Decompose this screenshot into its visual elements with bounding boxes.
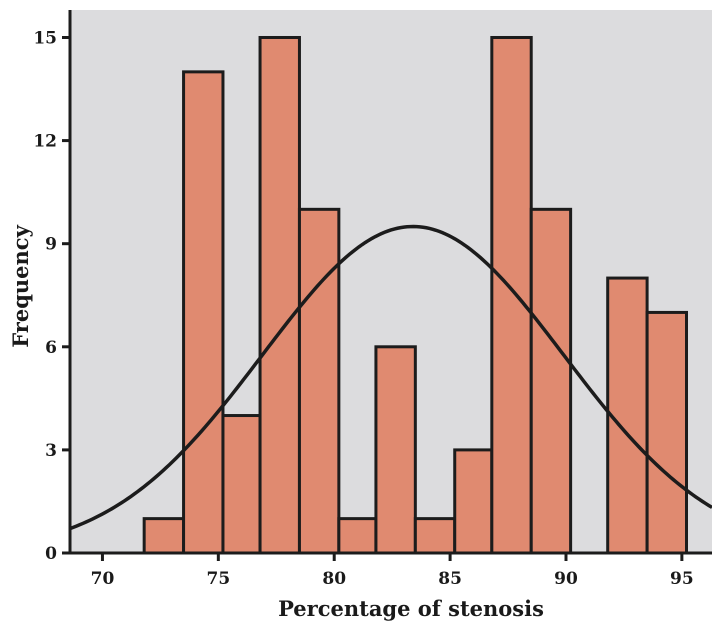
y-tick-label: 0	[45, 544, 57, 564]
x-tick-label: 95	[670, 569, 694, 589]
y-tick-label: 6	[45, 338, 57, 358]
x-tick-label: 75	[206, 569, 230, 589]
histogram-bar-11	[529, 207, 573, 555]
bars-group	[142, 35, 689, 555]
histogram-bar-14	[645, 310, 689, 555]
x-axis-ticks: 70 75 80 85 90 95	[91, 553, 694, 589]
y-tick-label: 12	[33, 132, 57, 152]
histogram-bar-8	[413, 517, 457, 555]
histogram-bar-7	[374, 345, 417, 555]
y-tick-label: 3	[45, 441, 57, 461]
normal-curve	[69, 224, 712, 531]
histogram-bar-2	[182, 70, 225, 555]
histogram-bar-4	[258, 35, 301, 555]
x-tick-label: 70	[91, 569, 115, 589]
histogram-bar-3	[221, 414, 262, 555]
x-axis-title: Percentage of stenosis	[278, 596, 544, 621]
x-tick-label: 80	[322, 569, 346, 589]
x-tick-label: 90	[554, 569, 578, 589]
y-axis-title: Frequency	[8, 224, 33, 347]
y-tick-label: 9	[45, 235, 57, 255]
histogram-bar-13	[606, 276, 649, 555]
histogram-bar-6	[337, 517, 378, 555]
y-tick-label: 15	[33, 28, 57, 48]
y-axis-ticks: 0 3 6 9 12 15	[33, 28, 70, 564]
histogram-bar-1	[142, 517, 186, 555]
histogram-bar-9	[453, 448, 494, 555]
histogram-bar-10	[490, 35, 533, 555]
histogram-bar-5	[297, 207, 341, 555]
x-tick-label: 85	[438, 569, 462, 589]
